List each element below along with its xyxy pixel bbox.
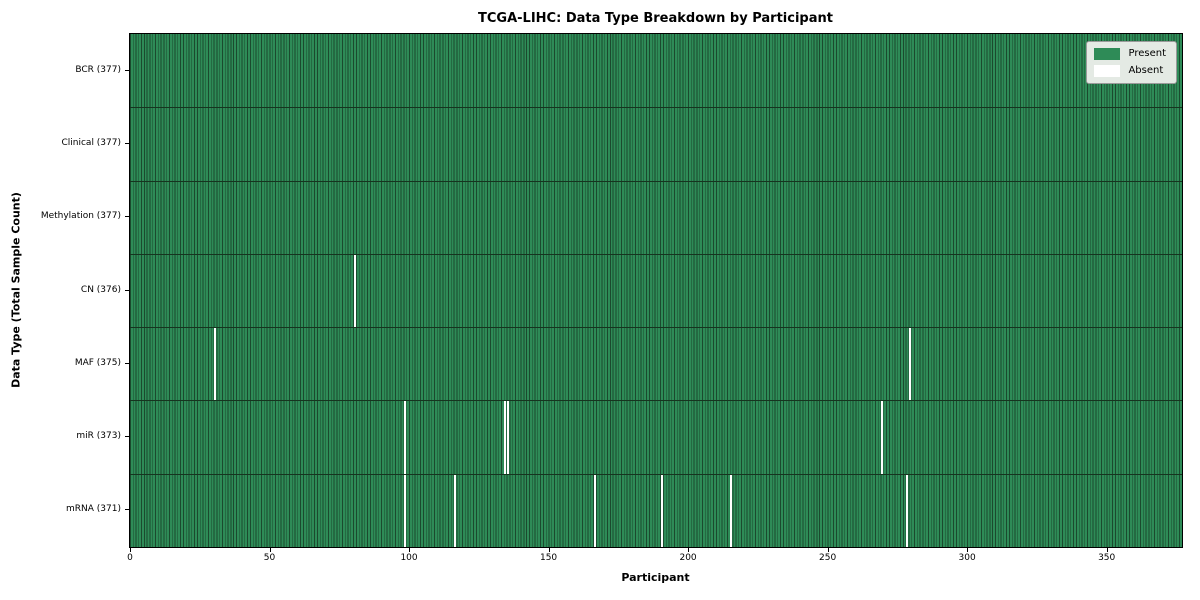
xtick-label-0: 0 bbox=[127, 553, 133, 563]
xtick-mark-300 bbox=[967, 548, 969, 552]
ytick-label-mRNA: mRNA (371) bbox=[66, 504, 121, 515]
xtick-label-350: 350 bbox=[1098, 553, 1116, 563]
legend: Present Absent bbox=[1086, 41, 1177, 84]
plot-area: Present Absent bbox=[129, 33, 1183, 548]
absent-gap-mRNA-215 bbox=[730, 474, 733, 547]
ytick-mark-mRNA bbox=[125, 509, 129, 511]
absent-gap-MAF-30 bbox=[214, 328, 217, 401]
legend-item-absent: Absent bbox=[1094, 65, 1166, 77]
legend-label-present: Present bbox=[1128, 48, 1166, 59]
xtick-mark-150 bbox=[548, 548, 550, 552]
ytick-label-miR: miR (373) bbox=[76, 431, 121, 442]
chart-title: TCGA-LIHC: Data Type Breakdown by Partic… bbox=[478, 11, 833, 26]
xtick-mark-0 bbox=[130, 548, 131, 552]
row-mRNA bbox=[130, 473, 1182, 547]
absent-gap-miR-269 bbox=[881, 401, 884, 474]
xtick-mark-350 bbox=[1106, 548, 1108, 552]
ytick-mark-MAF bbox=[125, 362, 129, 364]
xtick-label-300: 300 bbox=[958, 553, 976, 563]
ytick-label-CN: CN (376) bbox=[80, 284, 121, 295]
xtick-mark-100 bbox=[409, 548, 411, 552]
xtick-mark-50 bbox=[269, 548, 271, 552]
ytick-mark-Methylation bbox=[125, 216, 129, 218]
absent-gap-miR-98 bbox=[403, 401, 406, 474]
ytick-label-MAF: MAF (375) bbox=[74, 357, 121, 368]
x-axis-label: Participant bbox=[621, 571, 690, 584]
absent-gap-MAF-279 bbox=[908, 328, 911, 401]
absent-gap-miR-134 bbox=[504, 401, 507, 474]
xtick-label-250: 250 bbox=[819, 553, 837, 563]
absent-gap-mRNA-278 bbox=[906, 474, 909, 547]
legend-label-absent: Absent bbox=[1128, 65, 1164, 76]
row-BCR bbox=[130, 34, 1182, 107]
absent-gap-miR-135 bbox=[507, 401, 510, 474]
legend-item-present: Present bbox=[1094, 48, 1166, 60]
row-MAF bbox=[130, 327, 1182, 401]
xtick-mark-250 bbox=[827, 548, 829, 552]
xtick-mark-200 bbox=[688, 548, 690, 552]
absent-swatch bbox=[1094, 65, 1121, 77]
ytick-label-BCR: BCR (377) bbox=[75, 64, 121, 75]
ytick-mark-CN bbox=[125, 289, 129, 291]
absent-gap-CN-80 bbox=[353, 254, 356, 328]
xtick-label-200: 200 bbox=[679, 553, 697, 563]
ytick-label-Methylation: Methylation (377) bbox=[40, 211, 121, 222]
row-Clinical bbox=[130, 107, 1182, 180]
present-swatch bbox=[1094, 48, 1121, 60]
ytick-mark-miR bbox=[125, 436, 129, 438]
xtick-label-150: 150 bbox=[539, 553, 558, 563]
xtick-label-50: 50 bbox=[263, 553, 276, 563]
row-Methylation bbox=[130, 180, 1182, 254]
ytick-mark-BCR bbox=[125, 69, 129, 71]
absent-gap-mRNA-116 bbox=[454, 474, 457, 547]
ytick-label-Clinical: Clinical (377) bbox=[61, 137, 121, 148]
ytick-mark-Clinical bbox=[125, 142, 129, 144]
xtick-label-100: 100 bbox=[400, 553, 418, 563]
row-CN bbox=[130, 253, 1182, 328]
absent-gap-mRNA-166 bbox=[593, 474, 596, 547]
row-miR bbox=[130, 400, 1182, 474]
absent-gap-mRNA-98 bbox=[403, 474, 406, 547]
absent-gap-mRNA-190 bbox=[660, 474, 663, 547]
